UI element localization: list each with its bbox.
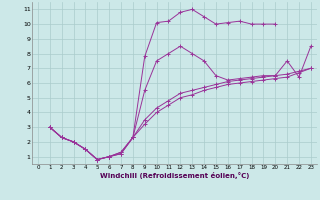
X-axis label: Windchill (Refroidissement éolien,°C): Windchill (Refroidissement éolien,°C) <box>100 172 249 179</box>
